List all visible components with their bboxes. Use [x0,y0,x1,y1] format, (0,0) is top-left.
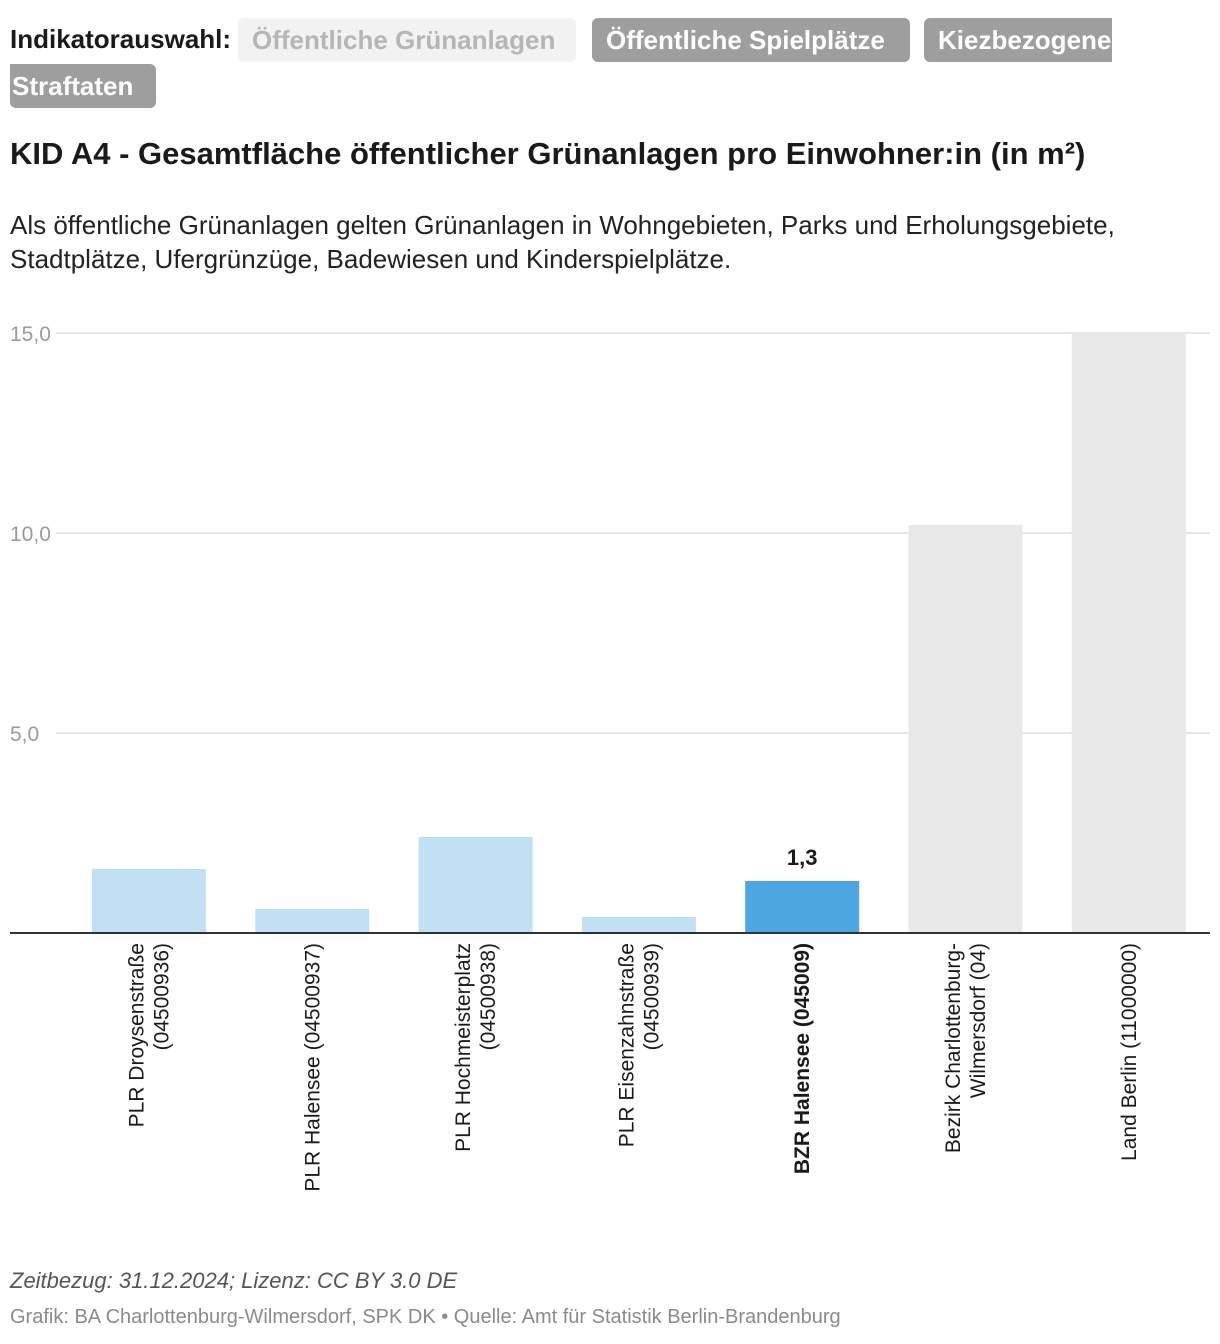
x-category-label-line: (04500936) [151,943,174,1050]
x-category-label: PLR Hochmeisterplatz (04500938) [452,943,500,1152]
x-category-label-line: BZR Halensee (045009) [791,943,814,1174]
x-category-label-line: Bezirk Charlottenburg- [942,943,965,1153]
x-category-label-line: PLR Eisenzahnstraße [615,943,638,1147]
x-category-label: PLR Halensee (04500937) [301,943,324,1192]
x-category-label-line: PLR Hochmeisterplatz [452,943,475,1152]
x-category-label-line: (04500938) [477,943,500,1050]
x-category-label: Land Berlin (11000000) [1118,943,1141,1161]
x-category-label: BZR Halensee (045009) [791,943,814,1174]
bar [92,869,206,933]
indicator-option-straftaten-continued[interactable]: Straftaten [10,64,156,108]
x-category-label: PLR Eisenzahnstraße (04500939) [615,943,663,1147]
y-tick-label: 15,0 [10,323,51,346]
chart-title: KID A4 - Gesamtfläche öffentlicher Grüna… [10,136,1086,171]
indicator-selector: Indikatorauswahl: Öffentliche Grünanlage… [10,10,1112,110]
footer-source: Grafik: BA Charlottenburg-Wilmersdorf, S… [10,1306,841,1328]
x-category-label: Bezirk Charlottenburg- Wilmersdorf (04) [942,943,990,1153]
x-category-label-line: Land Berlin (11000000) [1118,943,1141,1161]
x-category-label: PLR Droysenstraße (04500936) [126,943,174,1127]
indicator-option-straftaten[interactable]: Kiezbezogene [924,18,1112,62]
bar [1071,333,1186,933]
y-tick-label: 5,0 [10,723,39,746]
bars [92,333,1186,933]
x-category-label-line: PLR Droysenstraße [126,943,149,1127]
x-category-label-line: Wilmersdorf (04) [967,943,990,1098]
bar [745,881,860,933]
bar [418,837,533,933]
labels: 5,0 10,0 15,0 1,3 PLR Droysenstraße (04500936… [10,323,1141,1192]
indicator-option-gruenanlagen[interactable]: Öffentliche Grünanlagen [238,18,576,62]
bar [908,525,1023,933]
bar [255,909,370,933]
indicator-selector-label: Indikatorauswahl: [10,24,232,54]
footer-meta: Zeitbezug: 31.12.2024; Lizenz: CC BY 3.0… [10,1268,458,1293]
x-category-label-line: (04500939) [640,943,663,1050]
y-tick-label: 10,0 [10,523,51,546]
data-label-bzr-halensee: 1,3 [787,845,818,870]
gridlines [56,332,1210,734]
indicator-option-spielplaetze[interactable]: Öffentliche Spielplätze [592,18,910,62]
x-category-label-line: PLR Halensee (04500937) [301,943,324,1192]
bar-chart: 5,0 10,0 15,0 1,3 PLR Droysenstraße (04500936… [10,323,1210,1192]
bar [581,917,696,933]
chart-subtitle: Als öffentliche Grünanlagen gelten Grüna… [10,210,1115,274]
